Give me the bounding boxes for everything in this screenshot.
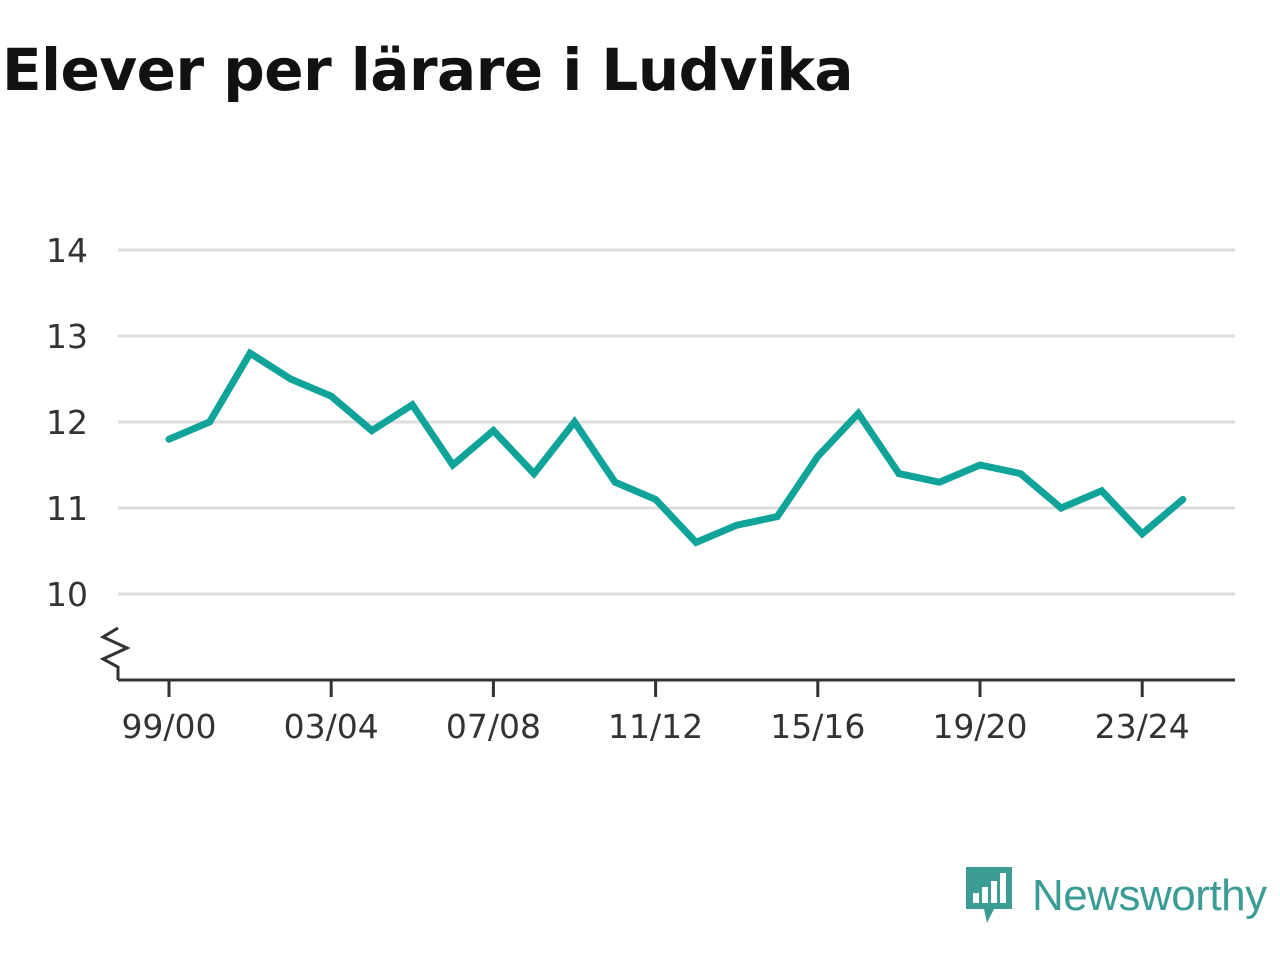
x-tick-label: 03/04 [284, 707, 379, 746]
x-axis-ticks: 99/00 03/04 07/08 11/12 15/16 19/20 23/24 [121, 680, 1190, 746]
y-tick-label: 13 [46, 317, 88, 356]
brand-name: Newsworthy [1032, 871, 1267, 920]
y-tick-label: 11 [46, 489, 88, 528]
y-axis-break-icon [99, 626, 131, 680]
y-tick-label: 14 [46, 231, 88, 270]
x-tick-label: 11/12 [608, 707, 703, 746]
x-tick-label: 99/00 [121, 707, 216, 746]
x-tick-label: 19/20 [932, 707, 1027, 746]
x-tick-label: 23/24 [1095, 707, 1190, 746]
y-tick-label: 10 [46, 575, 88, 614]
brand-logo: Newsworthy [964, 864, 1267, 928]
axes [99, 626, 1235, 682]
series-line [165, 348, 1187, 547]
series [165, 348, 1187, 547]
x-tick-label: 07/08 [446, 707, 541, 746]
gridlines [118, 248, 1235, 596]
y-tick-label: 12 [46, 403, 88, 442]
y-axis-ticks: 10 11 12 13 14 [46, 231, 88, 614]
x-tick-label: 15/16 [770, 707, 865, 746]
newsworthy-logo-icon [966, 867, 1012, 923]
chart-title: Elever per lärare i Ludvika [2, 36, 854, 104]
